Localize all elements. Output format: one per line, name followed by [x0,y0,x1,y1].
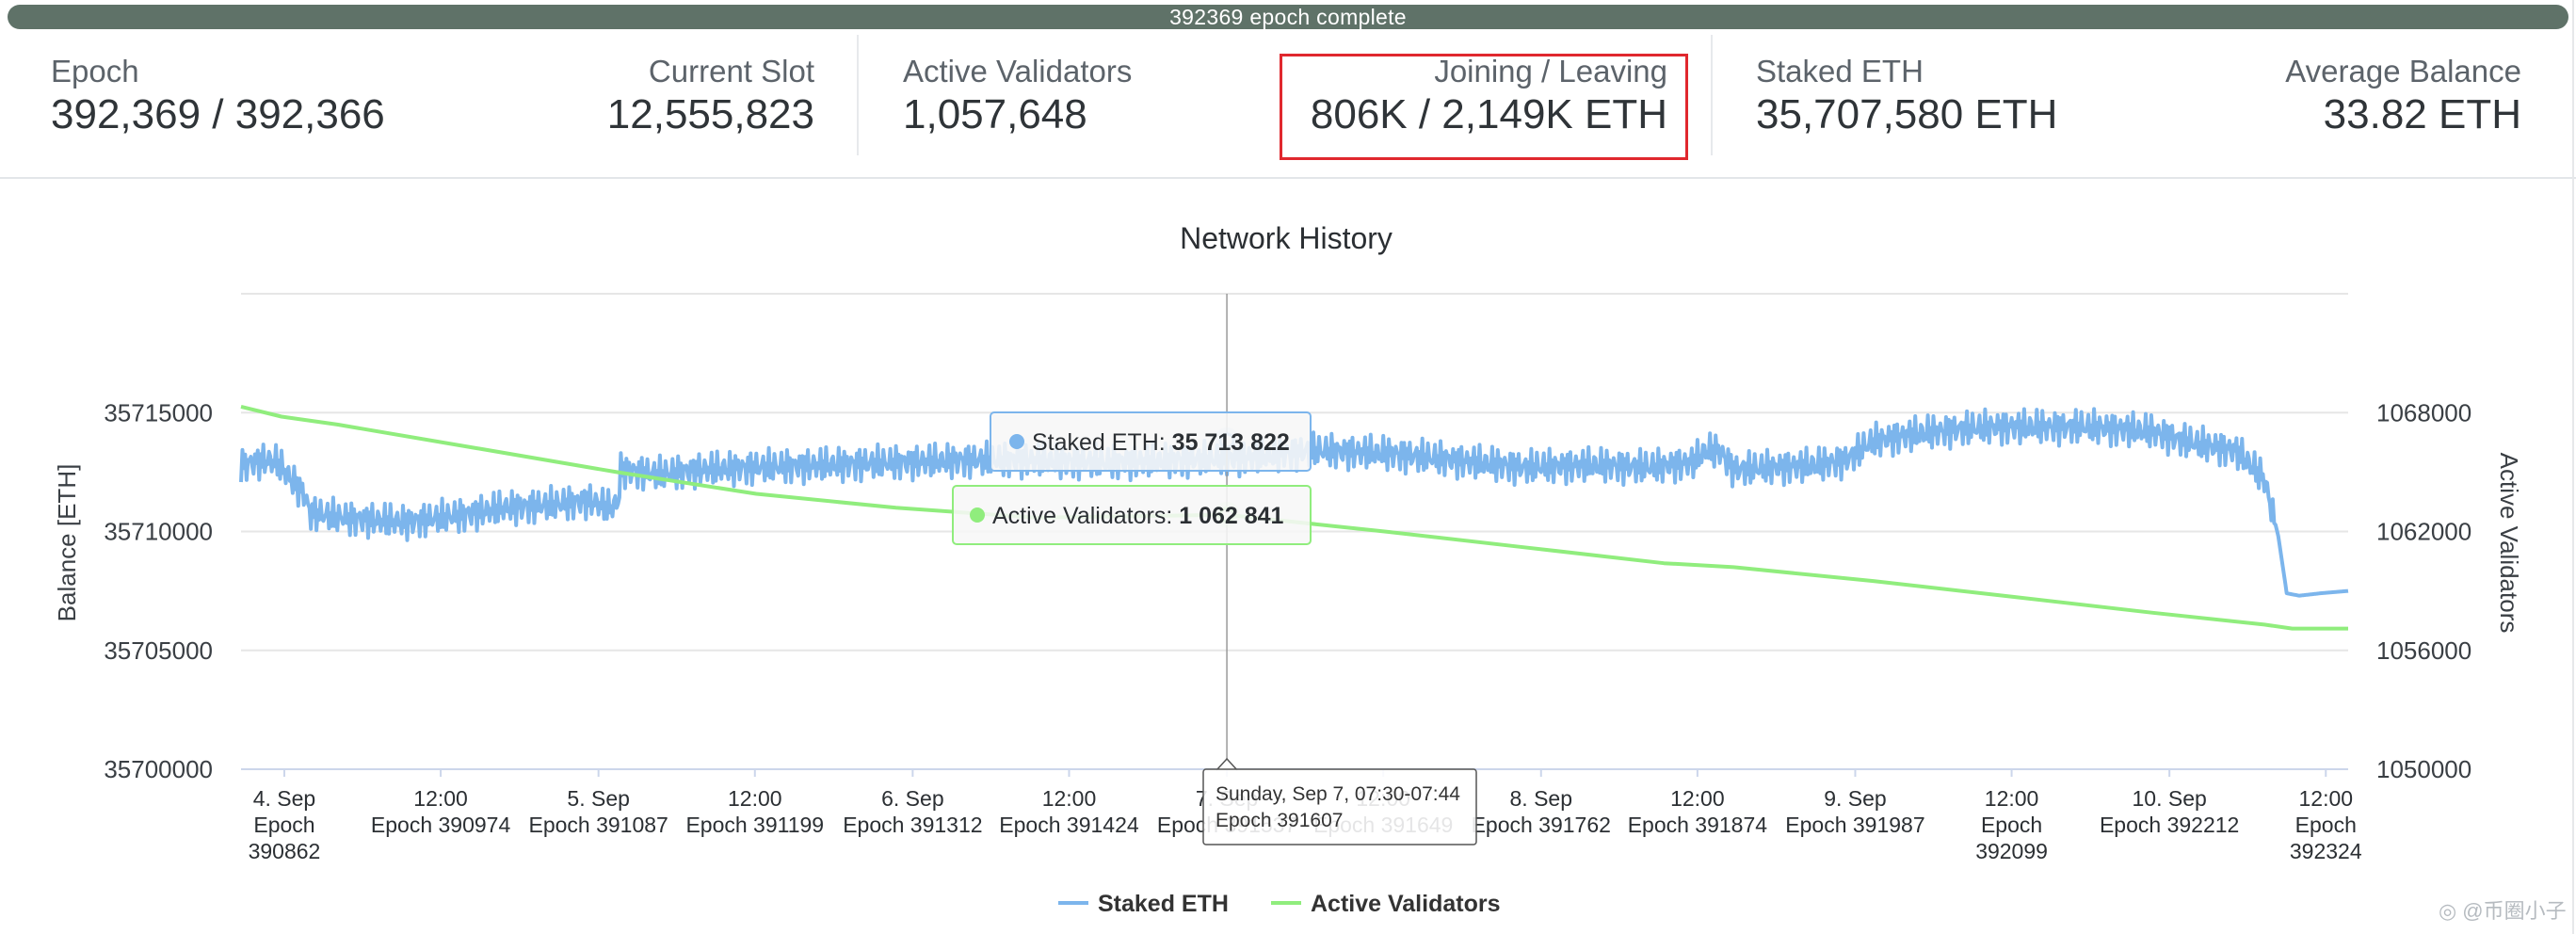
x-tick-label-line: 12:00 [1042,786,1097,811]
tooltip-subheader: Epoch 391607 [1216,810,1343,831]
x-tick-label-line: 9. Sep [1824,786,1887,811]
x-tick-label-line: Epoch [2295,813,2357,837]
y-right-tick-label: 1050000 [2376,755,2471,783]
tooltip-pointer [1216,757,1238,771]
page-edge [2572,0,2574,934]
epoch-value: 392,369 / 392,366 [51,91,385,137]
joining-leaving-label: Joining / Leaving [1434,54,1667,89]
y-left-tick-label: 35715000 [104,398,213,427]
x-tick-label-line: 392099 [1975,839,2048,863]
x-tick-label: 6. Sep Epoch 391312 [843,786,982,837]
epoch-label: Epoch [51,54,139,89]
tooltip-header: Sunday, Sep 7, 07:30-07:44 [1216,783,1460,805]
network-stats-panel: Epoch 392,369 / 392,366 Current Slot 12,… [0,29,2576,179]
chart-tooltip: Staked ETH: 35 713 822 Active Validators:… [952,294,1477,845]
staked-eth-label: Staked ETH [1756,54,1924,89]
average-balance-label: Average Balance [2285,54,2521,89]
y-right-tick-label: 1068000 [2376,398,2471,427]
tooltip-marker [970,507,985,523]
tooltip-value: 1 062 841 [1179,503,1283,529]
x-tick-label-line: 12:00 [413,786,468,811]
y-right-tick-label: 1056000 [2376,636,2471,665]
y-left-tick-label: 35705000 [104,636,213,665]
network-history-chart: Network History 35700000 35705000 35710000… [53,221,2523,917]
tooltip-label: Active Validators: [992,503,1179,529]
tooltip-text-active-validators: Active Validators: 1 062 841 [992,503,1284,529]
stats-divider [1711,35,1713,155]
x-tick-label-line: Epoch 391199 [685,813,824,837]
epoch-progress-bar: 392369 epoch complete [8,5,2568,29]
legend-item-active-validators: Active Validators [1311,891,1500,917]
highlight-box [1280,54,1688,160]
chart-legend: Staked ETH Active Validators [1058,891,1500,917]
x-tick-label: 9. Sep Epoch 391987 [1785,786,1924,837]
x-tick-label-line: 392324 [2290,839,2362,863]
x-tick-label-line: 6. Sep [881,786,944,811]
average-balance-value: 33.82 ETH [2323,91,2521,137]
x-tick-label-line: Epoch 391874 [1628,813,1768,837]
active-validators-label: Active Validators [903,54,1133,89]
y-left-axis-title: Balance [ETH] [53,464,81,622]
y-right-tick-label: 1062000 [2376,518,2471,546]
x-tick-label: 4. Sep Epoch 390862 [249,786,321,863]
x-tick-label: 12:00 Epoch 391199 [685,786,824,837]
tooltip-value: 35 713 822 [1172,429,1290,456]
y-left-tick-label: 35700000 [104,755,213,783]
tooltip-label: Staked ETH: [1032,429,1172,456]
epoch-progress-text: 392369 epoch complete [1169,5,1407,29]
x-tick-label-line: Epoch 391087 [528,813,668,837]
joining-leaving-value: 806K / 2,149K ETH [1310,91,1667,137]
x-tick-label-line: Epoch 391312 [843,813,982,837]
x-tick-label-line: 5. Sep [567,786,630,811]
x-tick-label-line: Epoch 392212 [2100,813,2239,837]
x-tick-label-line: 390862 [249,839,321,863]
x-tick-label-line: Epoch 391424 [999,813,1139,837]
x-tick-label: 12:00 Epoch 391874 [1628,786,1768,837]
tooltip-box-staked-eth [990,411,1312,472]
current-slot-value: 12,555,823 [606,91,814,137]
x-tick-label-line: 10. Sep [2133,786,2207,811]
series-line-active-validators [240,404,2348,631]
x-tick-label: 5. Sep Epoch 391087 [528,786,668,837]
current-slot-label: Current Slot [648,54,814,89]
tooltip-marker [1009,434,1024,449]
x-tick-label-line: Epoch [1981,813,2042,837]
x-tick-label-line: Epoch 390974 [371,813,511,837]
x-tick-label-line: 4. Sep [253,786,316,811]
x-tick-label-line: Epoch 391987 [1785,813,1924,837]
x-tick-label-line: 12:00 [1670,786,1725,811]
watermark: ◎ @币圈小子 [2439,899,2567,923]
x-tick-label-line: 8. Sep [1510,786,1573,811]
x-tick-label: 12:00 Epoch 390974 [371,786,511,837]
x-tick-label-line: 12:00 [2298,786,2353,811]
x-tick-label: 12:00 Epoch 392099 [1975,786,2048,863]
tooltip-box-date [1202,768,1477,845]
x-tick-label-line: Epoch [253,813,314,837]
tooltip-box-active-validators [952,485,1312,545]
stats-divider [857,35,859,155]
chart-axes: 35700000 35705000 35710000 35715000 1050000 1… [53,398,2523,863]
x-tick-label-line: 12:00 [1985,786,2039,811]
x-tick-label: 12:00 Epoch 391424 [999,786,1139,837]
x-tick-label: 8. Sep Epoch 391762 [1472,786,1611,837]
legend-item-staked-eth: Staked ETH [1098,891,1229,917]
x-tick-label-line: Epoch 391762 [1472,813,1611,837]
chart-title: Network History [1180,221,1393,255]
y-left-tick-label: 35710000 [104,518,213,546]
tooltip-text-staked-eth: Staked ETH: 35 713 822 [1032,429,1290,456]
y-right-axis-title: Active Validators [2495,453,2523,634]
x-tick-label-line: 12:00 [728,786,782,811]
x-tick-label: 10. Sep Epoch 392212 [2100,786,2239,837]
x-tick-label: 12:00 Epoch 392324 [2290,786,2362,863]
staked-eth-value: 35,707,580 ETH [1756,91,2058,137]
active-validators-value: 1,057,648 [903,91,1087,137]
